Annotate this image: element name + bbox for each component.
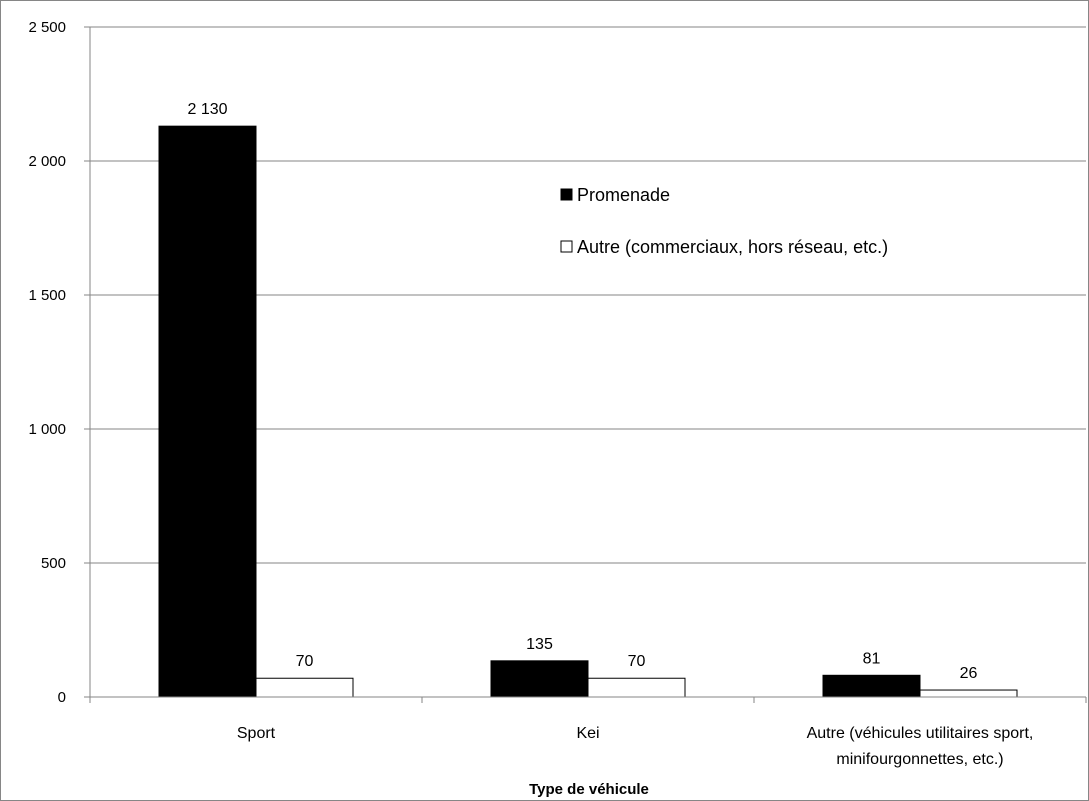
data-labels: 2 130 70 135 70 81 26	[187, 101, 977, 682]
x-category-label: Kei	[576, 725, 599, 742]
data-label: 2 130	[187, 101, 227, 118]
x-category-label: Sport	[237, 725, 276, 742]
y-tick-label: 1 000	[28, 421, 66, 438]
y-tick-label: 500	[41, 555, 66, 572]
data-label: 26	[960, 665, 978, 682]
bar	[490, 660, 589, 698]
bar	[255, 677, 354, 698]
bar	[587, 677, 686, 698]
x-category-label: Autre (véhicules utilitaires sport,	[807, 725, 1034, 742]
data-label: 81	[863, 650, 881, 667]
legend-swatch	[560, 188, 573, 201]
x-axis-title: Type de véhicule	[529, 781, 649, 798]
legend-label: Autre (commerciaux, hors réseau, etc.)	[577, 237, 888, 257]
y-tick-label: 2 500	[28, 19, 66, 36]
legend: Promenade Autre (commerciaux, hors réseau…	[560, 185, 888, 257]
axes	[84, 26, 1087, 703]
data-label: 70	[628, 653, 646, 670]
y-tick-label: 0	[58, 689, 66, 706]
legend-label: Promenade	[577, 185, 670, 205]
bars	[158, 125, 1018, 698]
x-axis-category-labels: Sport Kei Autre (véhicules utilitaires spo…	[237, 725, 1034, 768]
bar	[822, 674, 921, 698]
y-tick-label: 2 000	[28, 153, 66, 170]
data-label: 70	[296, 653, 314, 670]
y-tick-label: 1 500	[28, 287, 66, 304]
x-category-label: minifourgonnettes, etc.)	[836, 751, 1003, 768]
y-axis-tick-labels: 0 500 1 000 1 500 2 000 2 500	[28, 19, 66, 706]
data-label: 135	[526, 636, 553, 653]
bar	[158, 125, 257, 698]
legend-swatch	[560, 240, 573, 253]
bar	[919, 689, 1018, 698]
